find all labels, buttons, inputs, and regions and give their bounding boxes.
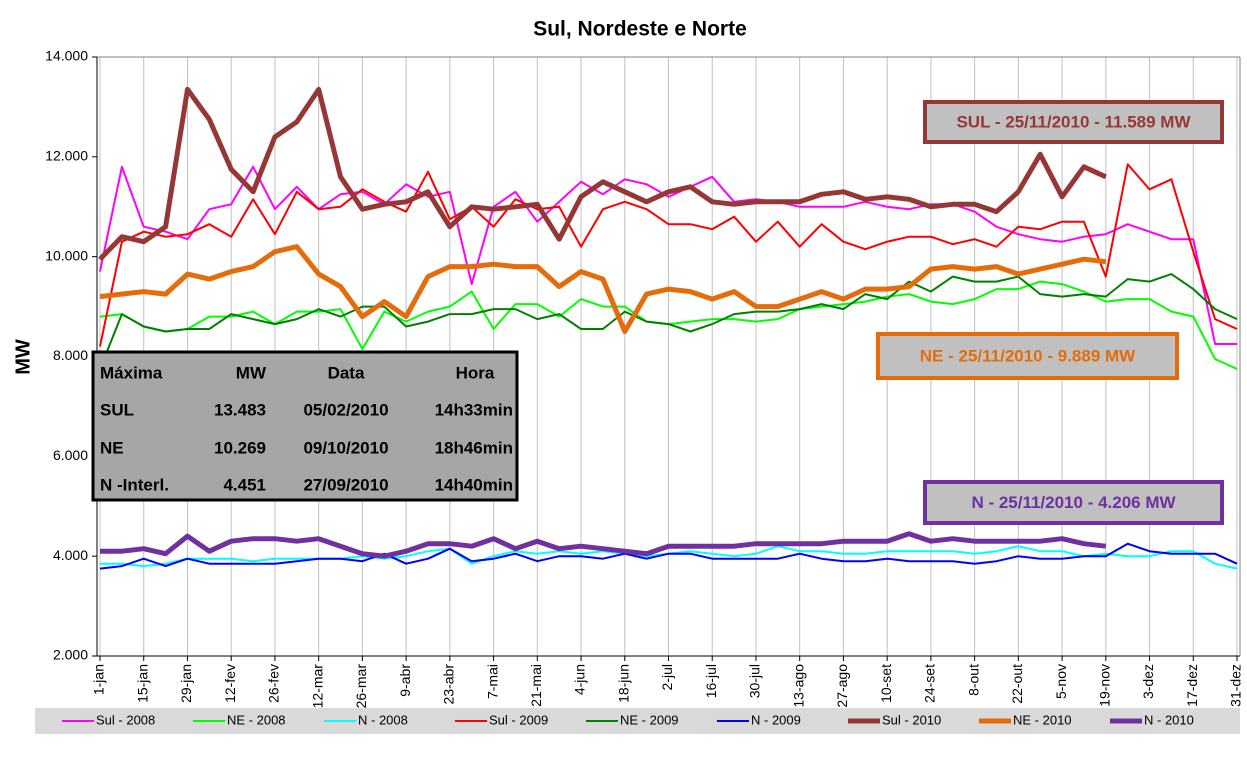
series-line	[99, 163, 1238, 347]
table-box	[91, 350, 519, 502]
table-cell: 27/09/2010	[303, 475, 388, 494]
y-tick-label: 10.000	[45, 247, 88, 263]
annotation-text: N - 25/11/2010 - 4.206 MW	[971, 493, 1176, 512]
table-cell: Data	[328, 363, 365, 382]
legend-label: NE - 2008	[227, 712, 286, 727]
annotation-box	[923, 100, 1224, 144]
x-tick-label: 13-ago	[790, 664, 806, 708]
legend-label: Sul - 2009	[489, 712, 548, 727]
table-cell: Hora	[456, 363, 495, 382]
table-cell: 13.483	[214, 400, 266, 419]
annotation-text: NE - 25/11/2010 - 9.889 MW	[920, 346, 1136, 365]
table-cell: 14h40min	[435, 475, 513, 494]
x-tick-label: 10-set	[878, 664, 894, 703]
table-cell: NE	[100, 438, 124, 457]
x-tick-label: 27-ago	[834, 664, 850, 708]
x-tick-label: 1-jan	[91, 664, 107, 695]
table-cell: 10.269	[214, 438, 266, 457]
legend-background	[35, 708, 1240, 734]
series-line	[100, 531, 1107, 559]
table-cell: 4.451	[223, 475, 266, 494]
legend-label: NE - 2010	[1013, 712, 1072, 727]
y-tick-label: 6.000	[53, 447, 88, 463]
annotation-text: SUL - 25/11/2010 - 11.589 MW	[956, 112, 1191, 131]
table-cell: 09/10/2010	[303, 438, 388, 457]
y-tick-label: 8.000	[53, 347, 88, 363]
legend-label: N - 2009	[751, 712, 801, 727]
y-tick-label: 2.000	[53, 647, 88, 663]
y-axis-label: MW	[12, 339, 34, 375]
x-tick-label: 26-fev	[266, 664, 282, 703]
x-tick-label: 19-nov	[1097, 664, 1113, 707]
y-tick-label: 14.000	[45, 48, 88, 64]
x-tick-label: 16-jul	[703, 664, 719, 698]
x-tick-label: 12-mar	[309, 664, 325, 709]
x-tick-label: 15-jan	[134, 664, 150, 703]
legend-label: Sul - 2010	[882, 712, 941, 727]
x-tick-label: 23-abr	[441, 664, 457, 705]
table-cell: 14h33min	[435, 400, 513, 419]
x-tick-label: 21-mai	[528, 664, 544, 707]
series-line	[99, 244, 1107, 334]
table-cell: N -Interl.	[100, 475, 169, 494]
x-tick-label: 30-jul	[747, 664, 763, 698]
x-tick-label: 2-jul	[659, 664, 675, 690]
x-tick-label: 8-out	[965, 664, 981, 696]
table-cell: 18h46min	[435, 438, 513, 457]
series-line	[99, 165, 1237, 345]
series-line	[99, 273, 1238, 370]
y-tick-label: 4.000	[53, 547, 88, 563]
annotation-box	[876, 332, 1179, 380]
x-tick-label: 26-mar	[353, 664, 369, 709]
x-tick-label: 24-set	[922, 664, 938, 703]
x-tick-label: 12-fev	[222, 664, 238, 703]
chart-title: Sul, Nordeste e Norte	[533, 18, 747, 41]
series-line	[98, 86, 1107, 261]
legend-label: NE - 2009	[620, 712, 679, 727]
table-cell: 05/02/2010	[303, 400, 388, 419]
x-tick-label: 18-jun	[615, 664, 631, 703]
x-tick-label: 31-dez	[1228, 664, 1244, 707]
legend-label: N - 2008	[358, 712, 408, 727]
x-tick-label: 3-dez	[1140, 664, 1156, 699]
legend-label: Sul - 2008	[96, 712, 155, 727]
x-tick-label: 17-dez	[1184, 664, 1200, 707]
series-line	[99, 542, 1238, 570]
x-tick-label: 7-mai	[484, 664, 500, 699]
legend-label: N - 2010	[1144, 712, 1194, 727]
x-tick-label: 9-abr	[397, 664, 413, 697]
x-tick-label: 22-out	[1009, 664, 1025, 704]
x-tick-label: 5-nov	[1053, 664, 1069, 699]
y-tick-label: 12.000	[45, 148, 88, 164]
x-tick-label: 4-jun	[572, 664, 588, 695]
table-cell: MW	[236, 363, 267, 382]
table-cell: SUL	[100, 400, 134, 419]
x-tick-label: 29-jan	[178, 664, 194, 703]
table-cell: Máxima	[100, 363, 163, 382]
annotation-box	[923, 480, 1224, 525]
